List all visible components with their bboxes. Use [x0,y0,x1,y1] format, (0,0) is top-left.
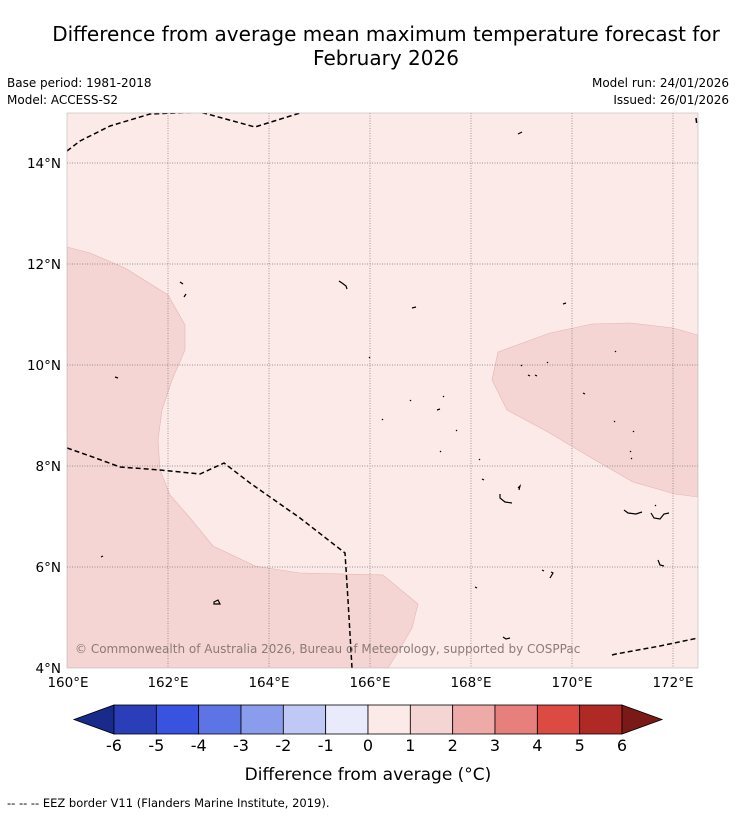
colorbar-tick-label: 3 [490,736,500,755]
gridlines [67,113,698,668]
latitude-labels: 14°N 12°N 10°N 8°N 6°N 4°N [27,156,61,677]
colorbar-tick-label: -2 [275,736,291,755]
base-period: Base period: 1981-2018 [7,76,152,90]
lat-label: 14°N [27,156,61,172]
eez-borders [67,113,698,668]
longitude-labels: 160°E 162°E 164°E 166°E 168°E 170°E 172°… [47,675,693,691]
metadata-right: Model run: 24/01/2026 Issued: 26/01/2026 [592,75,729,109]
colorbar-swatch [494,704,538,735]
colorbar-swatch [198,704,242,735]
lon-label: 164°E [248,675,289,691]
lat-label: 8°N [36,459,61,475]
lon-label: 168°E [450,675,491,691]
colorbar-extend-high [621,704,664,735]
title-line-2: February 2026 [313,46,459,70]
colorbar-swatch [155,704,200,735]
colorbar-label: Difference from average (°C) [245,765,492,785]
anomaly-region-left [67,246,419,668]
model-run: Model run: 24/01/2026 [591,76,729,90]
colorbar-tick-label: -6 [106,736,122,755]
colorbar-tick-label: -4 [191,736,207,755]
lat-label: 10°N [27,358,61,374]
model-name: Model: ACCESS-S2 [7,93,119,107]
colorbar-swatch [367,704,411,735]
colorbar-tick-label: -1 [318,736,334,755]
lon-label: 170°E [551,675,592,691]
map-frame [66,112,699,669]
colorbar-swatch [325,704,369,735]
title-line-1: Difference from average mean maximum tem… [52,22,720,46]
colorbar-tick-label: 1 [405,736,415,755]
colorbar-tick-label: -5 [148,736,164,755]
metadata-left: Base period: 1981-2018 Model: ACCESS-S2 [7,75,152,109]
lat-label: 4°N [36,661,61,677]
lat-label: 6°N [36,560,61,576]
colorbar-swatch [536,704,581,735]
colorbar-tick-label: 0 [363,736,373,755]
colorbar-tick-label: 5 [575,736,585,755]
colorbar-ticks: -6 -5 -4 -3 -2 -1 0 1 2 3 4 5 6 [106,736,627,755]
eez-footnote: -- -- -- EEZ border V11 (Flanders Marine… [7,796,330,810]
lat-label: 12°N [27,257,61,273]
colorbar [72,704,664,735]
colorbar-swatch [240,704,284,735]
lon-label: 166°E [349,675,390,691]
colorbar-swatch [409,704,454,735]
colorbar-tick-label: -3 [233,736,249,755]
colorbar-tick-label: 2 [448,736,458,755]
island-coastlines [100,131,670,640]
lon-label: 172°E [652,675,693,691]
colorbar-swatch [282,704,327,735]
colorbar-extend-low [72,704,115,735]
issued-date: Issued: 26/01/2026 [613,93,729,107]
colorbar-swatch [113,704,157,735]
copyright-text: © Commonwealth of Australia 2026, Bureau… [75,642,580,656]
lon-label: 160°E [47,675,88,691]
colorbar-tick-label: 4 [532,736,542,755]
lon-label: 162°E [147,675,188,691]
colorbar-swatch [579,704,623,735]
colorbar-tick-label: 6 [617,736,627,755]
anomaly-region-right [491,322,698,498]
map-title: Difference from average mean maximum tem… [0,22,736,70]
colorbar-swatch [452,704,496,735]
